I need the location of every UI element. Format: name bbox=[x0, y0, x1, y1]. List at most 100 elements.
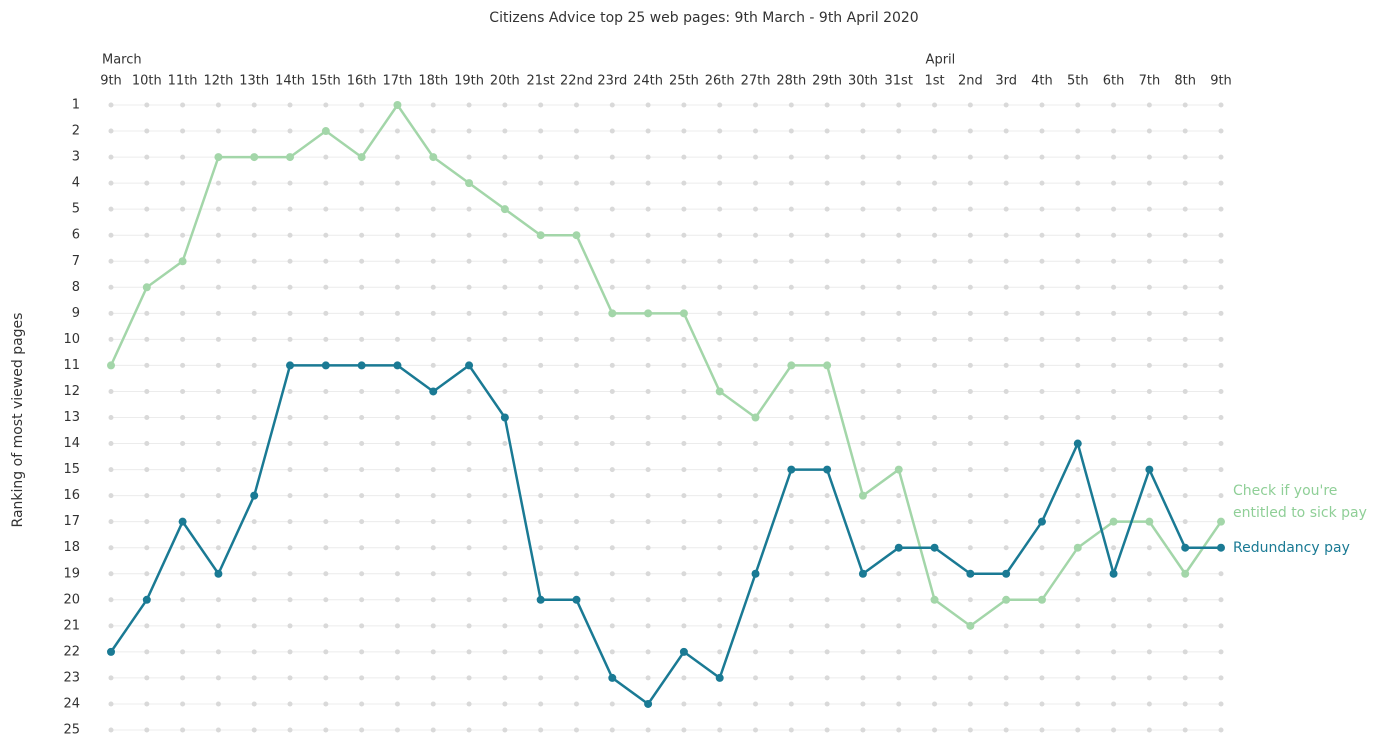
rank-dot bbox=[502, 310, 508, 316]
rank-dot bbox=[323, 727, 329, 733]
rank-dot bbox=[645, 675, 651, 681]
rank-dot bbox=[144, 467, 150, 473]
rank-dot bbox=[932, 206, 938, 212]
rank-dot bbox=[1218, 727, 1224, 733]
rank-dot bbox=[1146, 441, 1152, 447]
rank-dot bbox=[1111, 623, 1117, 629]
rank-dot bbox=[645, 232, 651, 238]
rank-dot bbox=[788, 388, 794, 394]
x-tick-label: 2nd bbox=[958, 74, 983, 89]
rank-dot bbox=[538, 519, 544, 525]
rank-dot bbox=[1111, 232, 1117, 238]
rank-dot bbox=[860, 701, 866, 707]
rank-dot bbox=[967, 649, 973, 655]
series-dot bbox=[823, 465, 832, 474]
rank-dot bbox=[753, 675, 759, 681]
rank-dot bbox=[609, 102, 615, 108]
rank-dot bbox=[1111, 597, 1117, 603]
rank-dot bbox=[144, 571, 150, 577]
rank-dot bbox=[717, 467, 723, 473]
rank-dot bbox=[287, 675, 293, 681]
rank-dot bbox=[359, 180, 365, 186]
rank-dot bbox=[932, 180, 938, 186]
rank-dot bbox=[502, 519, 508, 525]
rank-dot bbox=[144, 128, 150, 134]
rank-dot bbox=[108, 701, 114, 707]
rank-dot bbox=[430, 336, 436, 342]
rank-dot bbox=[466, 336, 472, 342]
rank-dot bbox=[1218, 623, 1224, 629]
x-tick-label: 14th bbox=[275, 74, 305, 89]
rank-dot bbox=[1003, 415, 1009, 420]
rank-dot bbox=[860, 102, 866, 108]
x-tick-label: 20th bbox=[490, 74, 520, 89]
rank-dot bbox=[824, 154, 830, 160]
rank-dot bbox=[1039, 649, 1045, 655]
rank-dot bbox=[466, 623, 472, 629]
rank-dot bbox=[215, 519, 221, 525]
rank-dot bbox=[967, 154, 973, 160]
rank-dot bbox=[573, 284, 579, 290]
rank-dot bbox=[215, 102, 221, 108]
rank-dot bbox=[1218, 180, 1224, 186]
rank-dot bbox=[896, 727, 902, 733]
rank-dot bbox=[645, 597, 651, 603]
rank-dot bbox=[1075, 623, 1081, 629]
x-tick-label: 15th bbox=[311, 74, 341, 89]
rank-dot bbox=[1075, 493, 1081, 499]
rank-dot bbox=[860, 675, 866, 681]
rank-dot bbox=[645, 128, 651, 134]
x-tick-label: 8th bbox=[1174, 74, 1196, 89]
rank-dot bbox=[287, 128, 293, 134]
rank-dot bbox=[251, 180, 257, 186]
rank-dot bbox=[860, 519, 866, 525]
rank-dot bbox=[144, 258, 150, 264]
rank-dot bbox=[967, 519, 973, 525]
rank-dot bbox=[323, 441, 329, 447]
rank-dot bbox=[144, 232, 150, 238]
rank-dot bbox=[394, 415, 400, 420]
rank-dot bbox=[932, 284, 938, 290]
rank-dot bbox=[753, 102, 759, 108]
rank-dot bbox=[1039, 232, 1045, 238]
rank-dot bbox=[251, 519, 257, 525]
rank-dot bbox=[538, 467, 544, 473]
rank-dot bbox=[860, 284, 866, 290]
rank-dot bbox=[108, 310, 114, 316]
rank-dot bbox=[538, 128, 544, 134]
rank-dot bbox=[609, 415, 615, 420]
rank-dot bbox=[824, 206, 830, 212]
rank-dot bbox=[1075, 128, 1081, 134]
rank-dot bbox=[1111, 701, 1117, 707]
rank-dot bbox=[1182, 649, 1188, 655]
series-label: Check if you're entitled to sick pay bbox=[1233, 482, 1367, 521]
rank-dot bbox=[1182, 701, 1188, 707]
rank-dot bbox=[180, 597, 186, 603]
rank-dot bbox=[323, 467, 329, 473]
rank-dot bbox=[287, 597, 293, 603]
rank-dot bbox=[717, 102, 723, 108]
rank-dot bbox=[573, 128, 579, 134]
rank-dot bbox=[788, 102, 794, 108]
y-axis-title: Ranking of most viewed pages bbox=[10, 313, 26, 528]
rank-dot bbox=[430, 232, 436, 238]
rank-dot bbox=[287, 519, 293, 525]
rank-dot bbox=[215, 206, 221, 212]
rank-dot bbox=[1182, 415, 1188, 420]
rank-dot bbox=[108, 102, 114, 108]
chart-title: Citizens Advice top 25 web pages: 9th Ma… bbox=[489, 10, 918, 26]
rank-dot bbox=[573, 180, 579, 186]
rank-dot bbox=[359, 128, 365, 134]
rank-dot bbox=[967, 701, 973, 707]
rank-dot bbox=[251, 441, 257, 447]
rank-dot bbox=[681, 336, 687, 342]
rank-dot bbox=[681, 701, 687, 707]
y-tick-label: 9 bbox=[72, 306, 80, 321]
rank-dot bbox=[180, 206, 186, 212]
rank-dot bbox=[1146, 128, 1152, 134]
y-tick-label: 4 bbox=[72, 176, 80, 191]
rank-dot bbox=[932, 128, 938, 134]
series-dot bbox=[465, 179, 474, 188]
rank-dot bbox=[1039, 336, 1045, 342]
rank-dot bbox=[573, 415, 579, 420]
